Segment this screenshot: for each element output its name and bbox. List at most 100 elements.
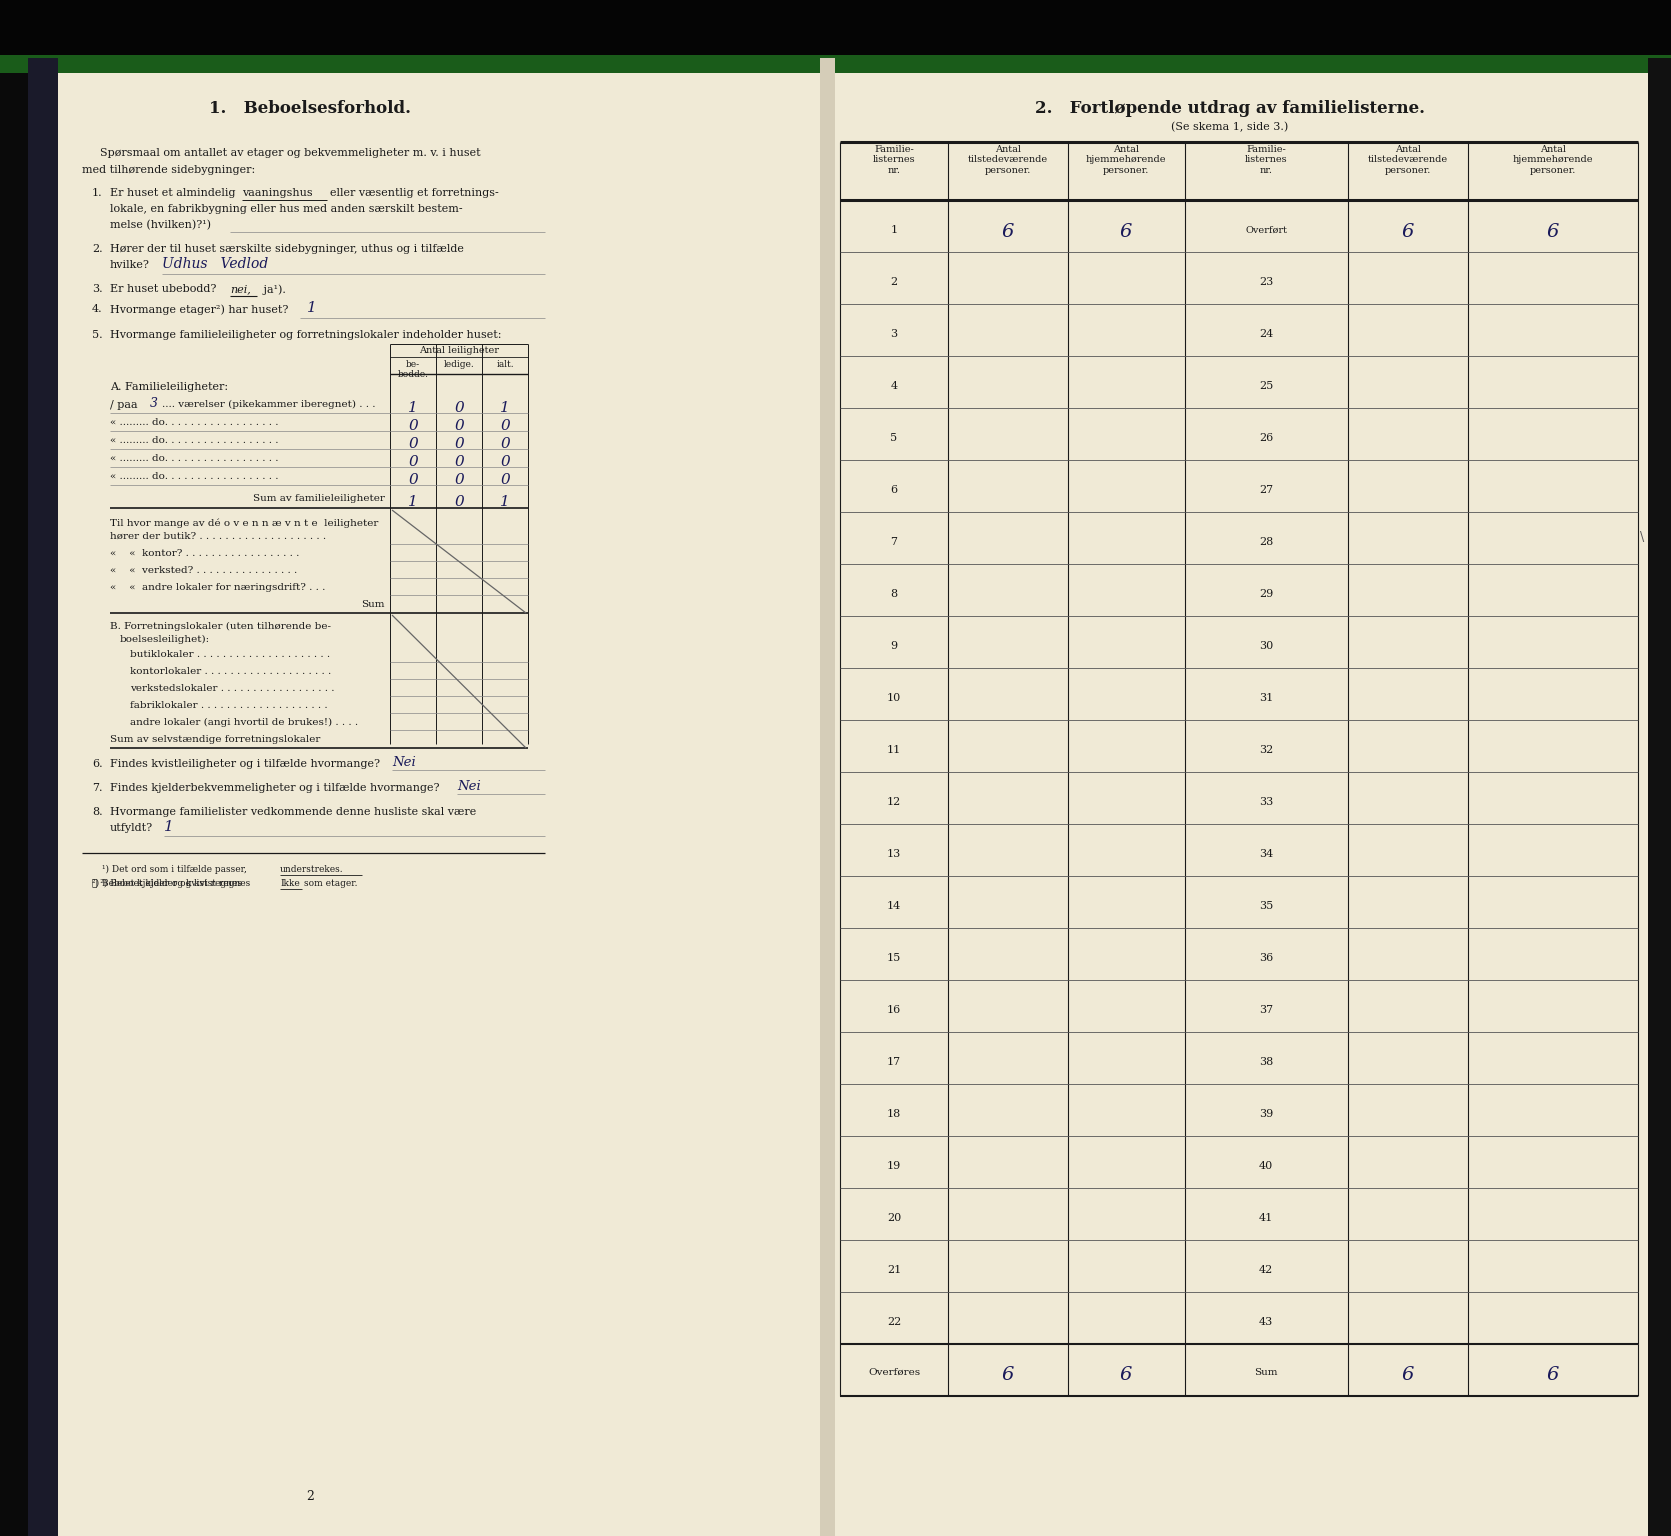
Text: 0: 0 [408, 473, 418, 487]
Text: « ......... do. . . . . . . . . . . . . . . . . .: « ......... do. . . . . . . . . . . . . … [110, 418, 279, 427]
Text: 3: 3 [150, 396, 159, 410]
Text: 38: 38 [1258, 1057, 1273, 1068]
Text: B. Forretningslokaler (uten tilhørende be-: B. Forretningslokaler (uten tilhørende b… [110, 622, 331, 631]
Text: 6: 6 [1003, 223, 1014, 241]
Text: 0: 0 [408, 419, 418, 433]
Text: med tilhørende sidebygninger:: med tilhørende sidebygninger: [82, 164, 256, 175]
Text: Hvormange etager²) har huset?: Hvormange etager²) har huset? [110, 304, 289, 315]
Text: 12: 12 [887, 797, 901, 806]
Text: 32: 32 [1258, 745, 1273, 756]
Text: Er huset ubebodd?: Er huset ubebodd? [110, 284, 216, 293]
Bar [0, 0, 1671, 61]
Text: « ......... do. . . . . . . . . . . . . . . . . .: « ......... do. . . . . . . . . . . . . … [110, 436, 279, 445]
Text: 31: 31 [1258, 693, 1273, 703]
Text: 5: 5 [891, 433, 897, 444]
Text: 41: 41 [1258, 1213, 1273, 1223]
Text: 24: 24 [1258, 329, 1273, 339]
Text: 6: 6 [1120, 1366, 1133, 1384]
Text: 6: 6 [1003, 1366, 1014, 1384]
Text: 0: 0 [455, 495, 465, 508]
Text: 6: 6 [1120, 223, 1133, 241]
Text: 1: 1 [408, 495, 418, 508]
Text: Hvormange familieleiligheter og forretningslokaler indeholder huset:: Hvormange familieleiligheter og forretni… [110, 330, 501, 339]
Text: « ......... do. . . . . . . . . . . . . . . . . .: « ......... do. . . . . . . . . . . . . … [110, 472, 279, 481]
Text: 20: 20 [887, 1213, 901, 1223]
Text: 9: 9 [891, 641, 897, 651]
Bar [28, 58, 58, 1536]
Text: ialt.: ialt. [496, 359, 513, 369]
Bar [0, 55, 1671, 74]
Text: andre lokaler (angi hvortil de brukes!) . . . .: andre lokaler (angi hvortil de brukes!) … [130, 717, 358, 727]
Text: Spørsmaal om antallet av etager og bekvemmeligheter m. v. i huset: Spørsmaal om antallet av etager og bekve… [100, 147, 481, 158]
Text: 0: 0 [455, 455, 465, 468]
Text: 0: 0 [500, 473, 510, 487]
Text: 33: 33 [1258, 797, 1273, 806]
Text: 5.: 5. [92, 330, 102, 339]
Text: Sum av selvstændige forretningslokaler: Sum av selvstændige forretningslokaler [110, 736, 321, 743]
Text: Antal
tilstedeværende
personer.: Antal tilstedeværende personer. [968, 144, 1048, 175]
Text: «    «  kontor? . . . . . . . . . . . . . . . . . .: « « kontor? . . . . . . . . . . . . . . … [110, 548, 299, 558]
Text: 28: 28 [1258, 538, 1273, 547]
Text: 0: 0 [408, 455, 418, 468]
Text: 26: 26 [1258, 433, 1273, 444]
Text: hvilke?: hvilke? [110, 260, 150, 270]
Text: 2: 2 [891, 276, 897, 287]
Text: 15: 15 [887, 954, 901, 963]
Text: (Se skema 1, side 3.): (Se skema 1, side 3.) [1171, 121, 1288, 132]
Text: 4: 4 [891, 381, 897, 392]
Text: 0: 0 [455, 473, 465, 487]
Text: 7.: 7. [92, 783, 102, 793]
Text: Ikke: Ikke [281, 879, 299, 888]
Text: Sum: Sum [361, 601, 384, 608]
Text: Hvormange familielister vedkommende denne husliste skal være: Hvormange familielister vedkommende denn… [110, 806, 476, 817]
Text: understrekes.: understrekes. [281, 865, 344, 874]
Text: 0: 0 [455, 401, 465, 415]
Text: melse (hvilken)?¹): melse (hvilken)?¹) [110, 220, 211, 230]
Text: 2.: 2. [92, 244, 102, 253]
Text: 36: 36 [1258, 954, 1273, 963]
Text: 1.   Beboelsesforhold.: 1. Beboelsesforhold. [209, 100, 411, 117]
Text: 40: 40 [1258, 1161, 1273, 1170]
Text: 27: 27 [1258, 485, 1273, 495]
Text: 16: 16 [887, 1005, 901, 1015]
Text: boelsesleilighet):: boelsesleilighet): [120, 634, 211, 644]
Text: Familie-
listernes
nr.: Familie- listernes nr. [1245, 144, 1287, 175]
Text: 25: 25 [1258, 381, 1273, 392]
Text: lokale, en fabrikbygning eller hus med anden særskilt bestem-: lokale, en fabrikbygning eller hus med a… [110, 204, 463, 214]
Text: 7: 7 [891, 538, 897, 547]
Text: 6: 6 [891, 485, 897, 495]
Bar [820, 58, 836, 1536]
Text: 34: 34 [1258, 849, 1273, 859]
Text: 6: 6 [1547, 1366, 1559, 1384]
Text: 1: 1 [500, 495, 510, 508]
Text: 13: 13 [887, 849, 901, 859]
Text: 6.: 6. [92, 759, 102, 770]
Text: « ......... do. . . . . . . . . . . . . . . . . .: « ......... do. . . . . . . . . . . . . … [110, 455, 279, 462]
Text: 21: 21 [887, 1266, 901, 1275]
Text: 30: 30 [1258, 641, 1273, 651]
Text: Er huset et almindelig: Er huset et almindelig [110, 187, 236, 198]
Text: 37: 37 [1258, 1005, 1273, 1015]
Text: 3: 3 [891, 329, 897, 339]
Text: 35: 35 [1258, 902, 1273, 911]
Text: Antal
tilstedeværende
personer.: Antal tilstedeværende personer. [1369, 144, 1449, 175]
Text: nei,: nei, [231, 284, 251, 293]
Text: 1: 1 [408, 401, 418, 415]
Text: ²) Beboet kjelder og kvist regnes: ²) Beboet kjelder og kvist regnes [92, 879, 242, 888]
Text: 18: 18 [887, 1109, 901, 1120]
Text: 1: 1 [307, 301, 317, 315]
Text: \: \ [1639, 531, 1644, 544]
Text: Til hvor mange av dé o v e n n æ v n t e  leiligheter: Til hvor mange av dé o v e n n æ v n t e… [110, 518, 378, 527]
Text: 1: 1 [164, 820, 174, 834]
Text: Antal leiligheter: Antal leiligheter [419, 346, 500, 355]
Text: verkstedslokaler . . . . . . . . . . . . . . . . . .: verkstedslokaler . . . . . . . . . . . .… [130, 684, 334, 693]
Text: «    «  andre lokaler for næringsdrift? . . .: « « andre lokaler for næringsdrift? . . … [110, 584, 326, 591]
Text: Sum av familieleiligheter: Sum av familieleiligheter [252, 495, 384, 502]
Text: vaaningshus: vaaningshus [242, 187, 312, 198]
Text: / paa: / paa [110, 399, 137, 410]
Text: 0: 0 [455, 419, 465, 433]
Text: Sum: Sum [1255, 1369, 1278, 1378]
Text: 22: 22 [887, 1318, 901, 1327]
Text: ① ²) Beboet kjelder og kvist regnes: ① ²) Beboet kjelder og kvist regnes [92, 879, 251, 888]
Text: ledige.: ledige. [443, 359, 475, 369]
